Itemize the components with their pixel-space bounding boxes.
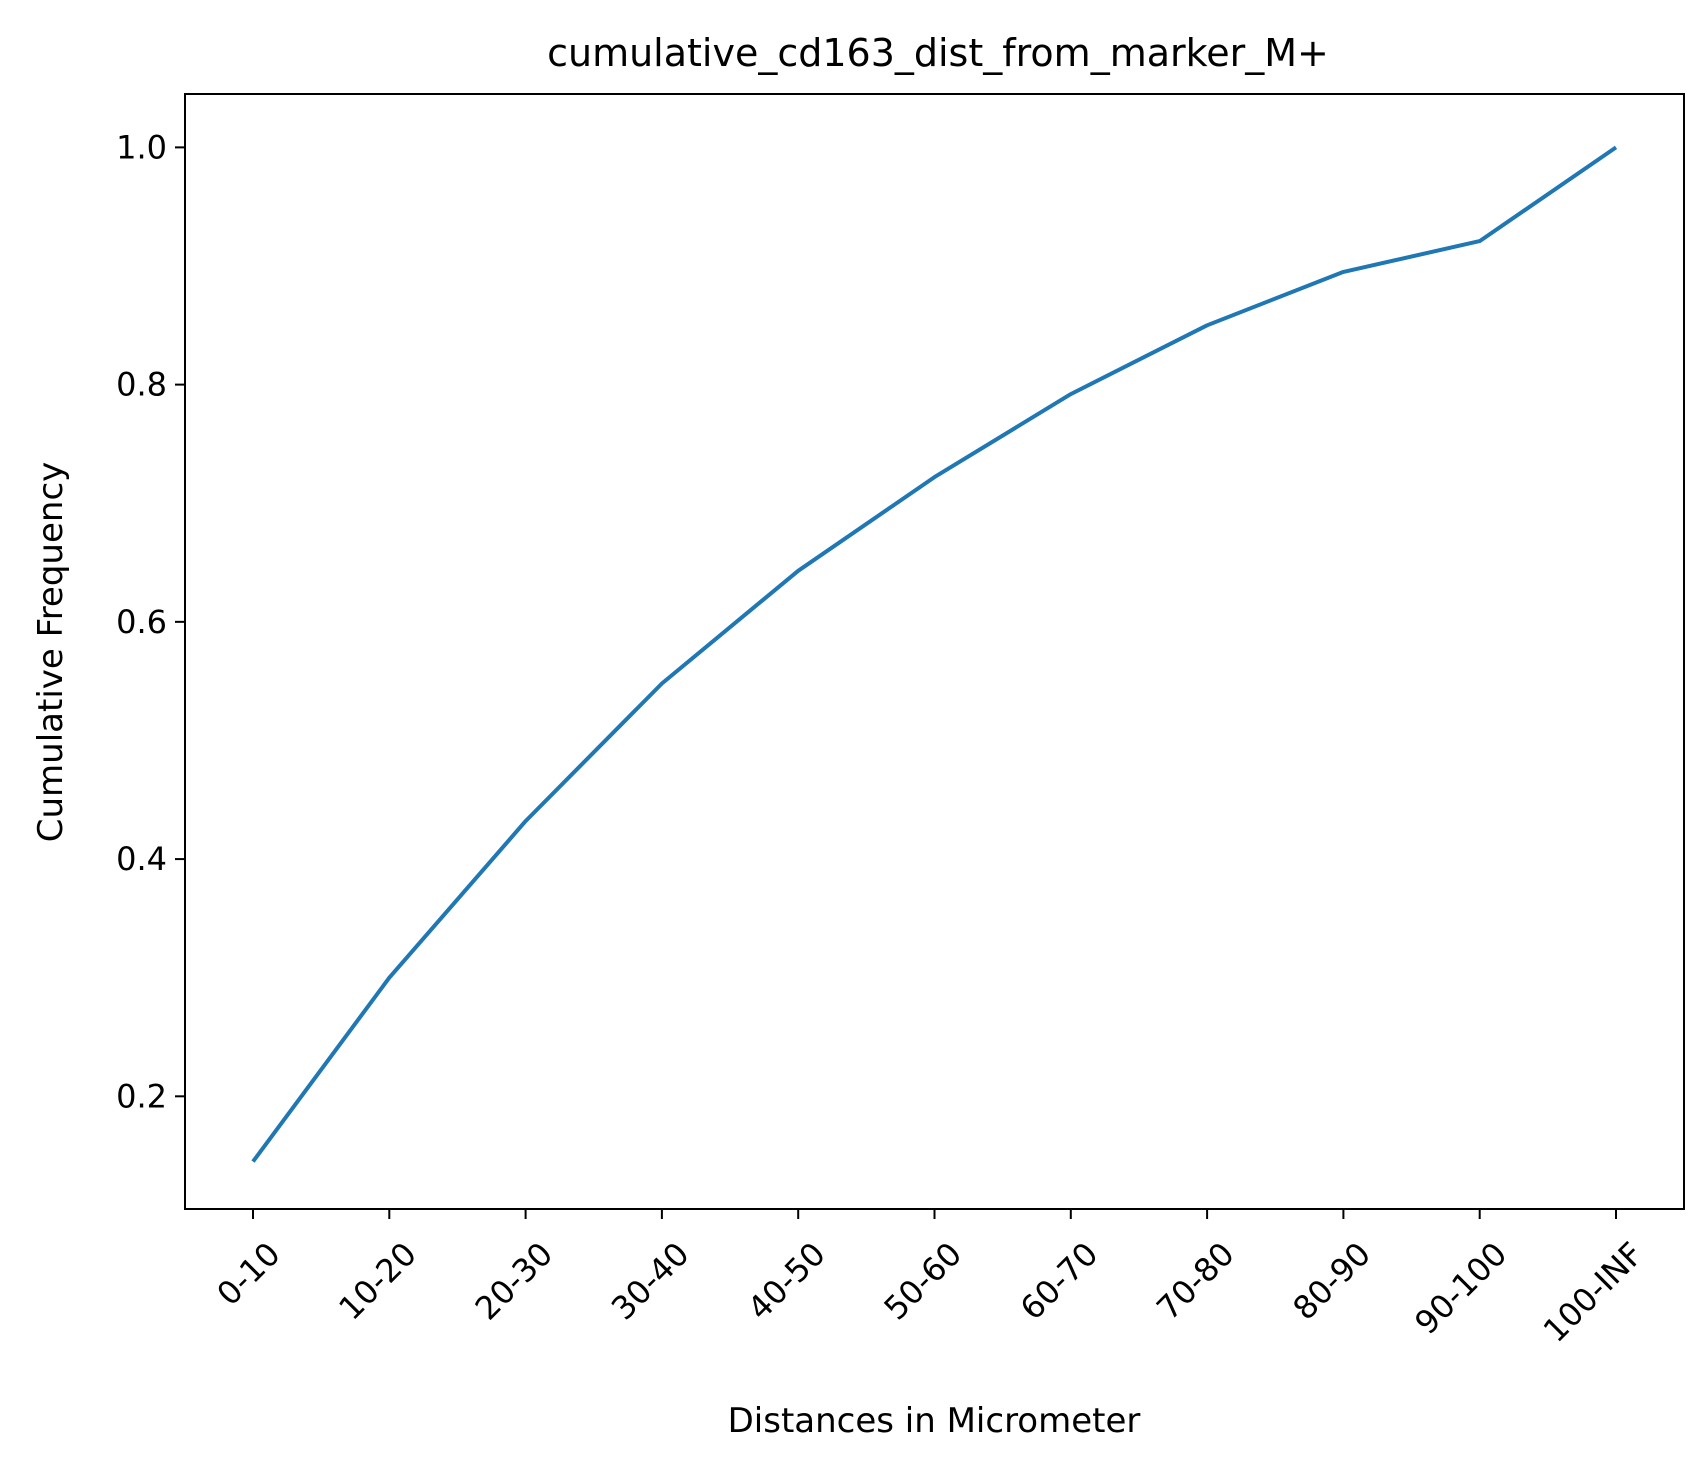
y-axis: 0.2 0.4 0.6 0.8 1.0 [116,128,185,1115]
y-tick-label: 0.8 [116,366,167,404]
y-tick-label: 0.6 [116,603,167,641]
y-tick-label: 1.0 [116,128,167,166]
series-line [251,145,1618,1163]
chart-title: cumulative_cd163_dist_from_marker_M+ [547,31,1329,75]
x-axis-label: Distances in Micrometer [728,1401,1141,1441]
y-tick-label: 0.4 [116,840,167,878]
y-axis-label: Cumulative Frequency [31,462,71,843]
plot-area [251,145,1618,1163]
y-tick-label: 0.2 [116,1077,167,1115]
